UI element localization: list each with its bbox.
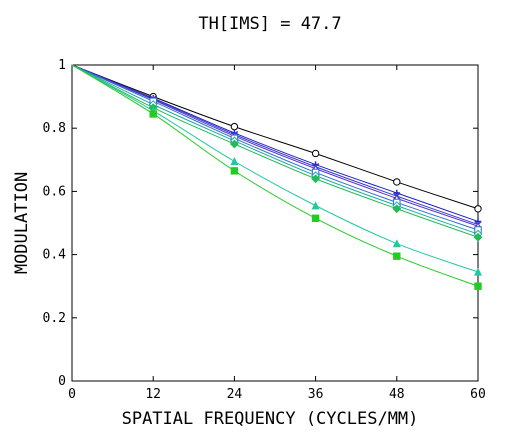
x-tick-label: 36 <box>308 387 324 402</box>
x-tick-label: 60 <box>470 387 486 402</box>
data-point-s8 <box>230 157 239 166</box>
data-point-s1 <box>311 149 320 158</box>
x-tick-label: 12 <box>145 387 161 402</box>
y-tick-label: 1 <box>58 58 66 73</box>
series-line-4 <box>71 64 479 227</box>
series-markers <box>148 92 483 290</box>
data-point-s1 <box>230 122 239 131</box>
series-line-6 <box>71 64 479 235</box>
plot-frame <box>71 64 479 382</box>
series-line-2 <box>71 64 479 222</box>
x-axis-ticks: 0 12 24 36 48 60 <box>68 65 486 402</box>
y-axis-ticks: 0 0.2 0.4 0.6 0.8 1 <box>43 58 478 389</box>
series-line-8 <box>71 64 479 273</box>
y-tick-label: 0.6 <box>43 184 66 199</box>
y-tick-label: 0.8 <box>43 121 66 136</box>
data-point-s9 <box>149 110 157 118</box>
data-point-s9 <box>474 282 482 290</box>
data-point-s9 <box>230 167 239 175</box>
data-point-s9 <box>311 214 320 222</box>
series-line-7 <box>71 64 479 238</box>
data-point-s8 <box>311 201 320 210</box>
series-line-9 <box>71 64 479 287</box>
series-line-3 <box>71 64 479 226</box>
x-tick-label: 24 <box>227 387 243 402</box>
y-axis-label: MODULATION <box>12 172 32 274</box>
data-point-s7 <box>311 174 321 184</box>
data-point-s8 <box>473 267 483 276</box>
y-tick-label: 0.4 <box>43 248 67 263</box>
x-tick-label: 0 <box>68 387 76 402</box>
series-line-1 <box>71 64 479 210</box>
data-point-s8 <box>392 239 401 248</box>
chart-title: TH[IMS] = 47.7 <box>198 14 341 34</box>
data-point-s9 <box>393 252 401 260</box>
series-line-5 <box>71 64 479 231</box>
x-tick-label: 48 <box>389 387 405 402</box>
data-point-s7 <box>473 232 483 242</box>
series-lines <box>71 64 479 287</box>
y-tick-label: 0.2 <box>43 311 66 326</box>
data-point-s7 <box>392 204 402 214</box>
data-point-s1 <box>393 178 401 186</box>
data-point-s1 <box>474 205 482 213</box>
y-tick-label: 0 <box>58 374 66 389</box>
data-point-s7 <box>229 139 239 149</box>
x-axis-label: SPATIAL FREQUENCY (CYCLES/MM) <box>122 409 419 429</box>
